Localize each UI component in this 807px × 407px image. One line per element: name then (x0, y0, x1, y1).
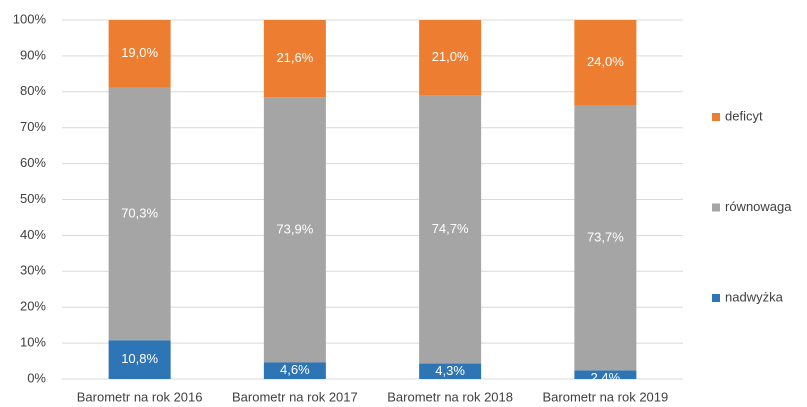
y-tick-label: 40% (20, 227, 46, 242)
y-tick-label: 100% (13, 11, 47, 26)
legend-label: nadwyżka (725, 289, 784, 304)
y-tick-label: 10% (20, 335, 46, 350)
y-tick-label: 90% (20, 47, 46, 62)
data-label: 21,0% (432, 49, 469, 64)
data-label: 24,0% (587, 54, 624, 69)
legend-swatch (712, 113, 720, 121)
y-tick-label: 80% (20, 83, 46, 98)
data-label: 19,0% (121, 45, 158, 60)
x-tick-label: Barometr na rok 2019 (543, 389, 669, 404)
y-tick-label: 60% (20, 155, 46, 170)
data-label: 21,6% (276, 50, 313, 65)
data-label: 4,6% (280, 362, 310, 377)
bar-segment (263, 362, 326, 379)
y-tick-label: 50% (20, 191, 46, 206)
bar-segment (419, 95, 482, 364)
legend-label: deficyt (725, 108, 763, 123)
data-label: 73,9% (276, 221, 313, 236)
bar-segment (574, 20, 637, 106)
y-tick-label: 0% (27, 370, 46, 385)
bar-segment (108, 20, 171, 88)
data-label: 2,4% (591, 370, 621, 385)
data-label: 73,7% (587, 230, 624, 245)
bar-segment (108, 87, 171, 341)
data-label: 4,3% (435, 363, 465, 378)
data-label: 70,3% (121, 205, 158, 220)
data-label: 10,8% (121, 351, 158, 366)
y-tick-label: 30% (20, 263, 46, 278)
x-tick-label: Barometr na rok 2018 (387, 389, 513, 404)
bar-segment (419, 20, 482, 96)
y-tick-label: 70% (20, 119, 46, 134)
x-tick-label: Barometr na rok 2016 (77, 389, 203, 404)
bar-segment (574, 105, 637, 371)
bar-segment (263, 20, 326, 98)
bar-segment (263, 97, 326, 363)
y-tick-label: 20% (20, 299, 46, 314)
legend-swatch (712, 294, 720, 302)
x-tick-label: Barometr na rok 2017 (232, 389, 358, 404)
legend-swatch (712, 203, 720, 212)
legend-label: równowaga (725, 199, 792, 214)
bar-segment (419, 363, 482, 379)
bar-segment (108, 340, 171, 379)
bar-segment (574, 370, 637, 379)
data-label: 74,7% (432, 221, 469, 236)
